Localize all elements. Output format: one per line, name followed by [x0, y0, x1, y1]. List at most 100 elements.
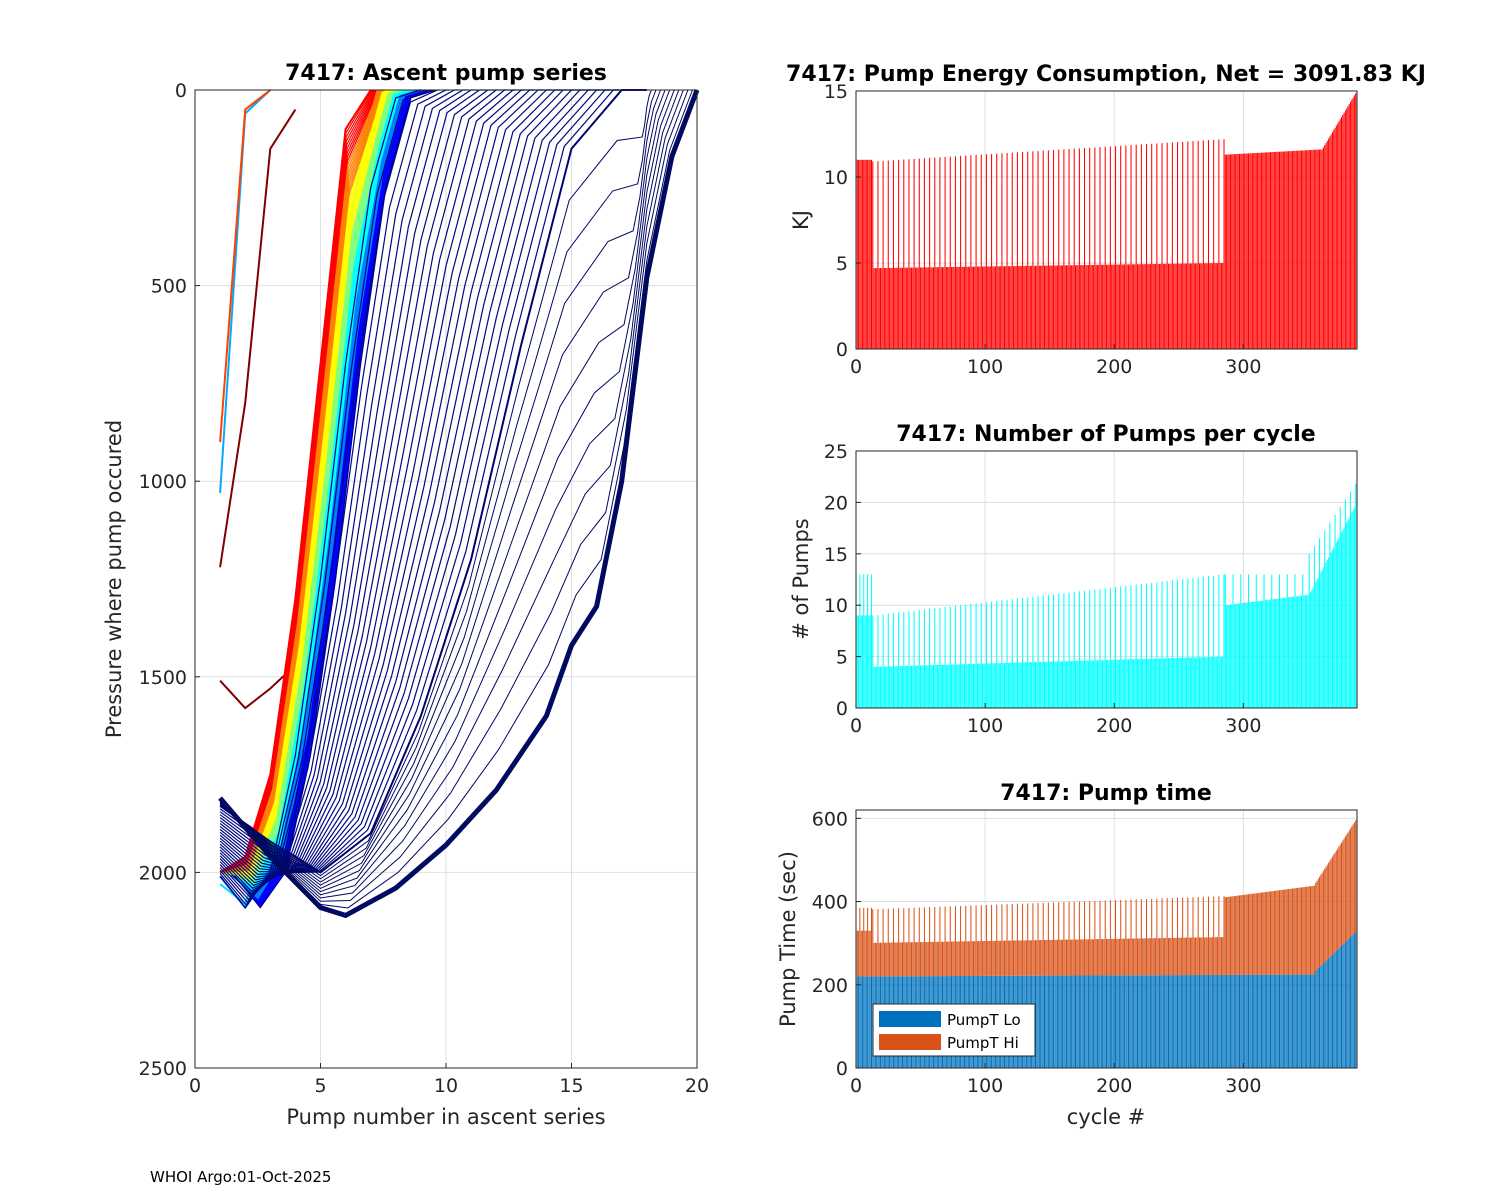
energy-bar	[958, 266, 960, 349]
pumptime-bar-hi	[1235, 895, 1237, 975]
npumps-bar	[1049, 661, 1051, 708]
pumptime-bar-hi	[1231, 896, 1233, 975]
pumptime-bar-lo	[1344, 942, 1346, 1068]
pumptime-bar-hi	[1313, 885, 1315, 975]
npumps-bar	[1151, 582, 1153, 708]
pumptime-bar-hi	[1273, 890, 1275, 975]
npumps-bar	[1094, 589, 1096, 708]
pumptime-bar-hi	[1082, 939, 1084, 976]
npumps-bar	[1005, 662, 1007, 708]
energy-bar	[1104, 146, 1106, 349]
pumptime-bar-lo	[1235, 974, 1237, 1068]
pumptime-bar-hi	[1227, 896, 1229, 975]
pumptime-bar-hi	[1149, 938, 1151, 976]
pumptime-bar-hi	[1272, 891, 1274, 975]
pumptime-bar-hi	[1144, 938, 1146, 976]
npumps-bar	[899, 666, 901, 708]
pumptime-title: 7417: Pump time	[1000, 781, 1212, 806]
energy-bar	[1282, 151, 1284, 349]
ascent-profile-line	[226, 89, 401, 881]
energy-bar	[1306, 150, 1308, 349]
pumptime-bar-hi	[1288, 889, 1290, 975]
pumptime-bar-hi	[1228, 896, 1230, 975]
energy-bar	[1006, 152, 1008, 349]
pumptime-bar-lo	[1231, 974, 1233, 1068]
pumptime-bar-hi	[1072, 939, 1074, 976]
pumptime-bar-hi	[1280, 890, 1282, 975]
energy-bar	[1333, 129, 1335, 349]
energy-bar	[940, 267, 942, 349]
pumptime-bar-hi	[1337, 848, 1339, 950]
pumptime-bar-hi	[905, 942, 907, 977]
energy-ytick-label: 10	[824, 167, 848, 189]
energy-bar	[971, 266, 973, 349]
pumptime-bar-lo	[1295, 974, 1297, 1068]
pumptime-bar-hi	[1339, 844, 1341, 948]
pumptime-bar-lo	[1041, 975, 1043, 1068]
npumps-bar	[1164, 658, 1166, 708]
pumptime-bar-hi	[1197, 897, 1199, 976]
npumps-bar	[1275, 598, 1277, 708]
energy-bar	[1242, 153, 1244, 349]
pumptime-bar-hi	[1165, 938, 1167, 976]
pumptime-bar-lo	[1355, 931, 1357, 1068]
npumps-bar	[1231, 604, 1233, 708]
pumptime-bar-hi	[1263, 892, 1265, 975]
energy-bar	[898, 159, 900, 349]
ascent-profile-line	[225, 89, 397, 878]
npumps-bar	[1228, 604, 1230, 708]
pumptime-bar-hi	[1036, 940, 1038, 976]
pumptime-bar-hi	[1189, 937, 1191, 976]
energy-bar	[895, 267, 897, 349]
pumptime-bar-hi	[1178, 937, 1180, 976]
pumptime-bar-hi	[1019, 940, 1021, 976]
pumptime-bar-lo	[1095, 975, 1097, 1068]
energy-bar	[917, 267, 919, 349]
pumptime-bar-lo	[1072, 975, 1074, 1068]
energy-bar	[1144, 264, 1146, 349]
energy-bar	[1131, 264, 1133, 349]
energy-bar	[1303, 150, 1305, 349]
pumptime-bar-hi	[880, 942, 882, 977]
pumptime-bar-lo	[1334, 952, 1336, 1068]
pumptime-bar-lo	[1135, 975, 1137, 1068]
energy-bar	[1317, 149, 1319, 349]
npumps-bar	[1222, 656, 1224, 708]
ascent-profile-line	[219, 89, 657, 880]
ascent-profile-line	[232, 89, 427, 901]
pumptime-bar-hi	[1276, 890, 1278, 975]
pumptime-bar-hi	[1007, 940, 1009, 976]
pumptime-bar-lo	[1264, 974, 1266, 1068]
pumptime-bar-hi	[1077, 939, 1079, 976]
energy-bar	[1316, 149, 1318, 349]
pumptime-bar-hi	[1081, 939, 1083, 976]
pumptime-bar-lo	[1263, 974, 1265, 1068]
pumptime-bar-hi	[1229, 896, 1231, 975]
ascent-profile-line	[219, 89, 689, 902]
pumptime-bar-hi	[1187, 897, 1189, 976]
npumps-bar	[982, 663, 984, 708]
pumptime-bar-lo	[1282, 974, 1284, 1068]
energy-bar	[1000, 266, 1002, 349]
npumps-bar	[1244, 602, 1246, 708]
energy-bar	[1019, 265, 1021, 349]
pumptime-bar-hi	[1006, 904, 1008, 976]
pumptime-bar-hi	[873, 942, 875, 977]
npumps-bar	[1078, 591, 1080, 708]
pumptime-bar-hi	[911, 942, 913, 977]
npumps-bar	[1067, 661, 1069, 708]
energy-bar	[1059, 265, 1061, 349]
npumps-bar	[1018, 662, 1020, 708]
npumps-bar	[1069, 661, 1071, 708]
energy-bar	[1139, 264, 1141, 349]
pumptime-bar-lo	[1147, 975, 1149, 1068]
pumptime-bar-hi	[1260, 892, 1262, 975]
pumptime-bar-hi	[1297, 887, 1299, 975]
energy-bar	[1098, 264, 1100, 349]
pumptime-bar-hi	[1109, 900, 1111, 976]
pumptime-bar-lo	[869, 976, 871, 1068]
pumptime-bar-lo	[1146, 975, 1148, 1068]
energy-bar	[925, 267, 927, 349]
pumptime-bar-hi	[1202, 896, 1204, 976]
